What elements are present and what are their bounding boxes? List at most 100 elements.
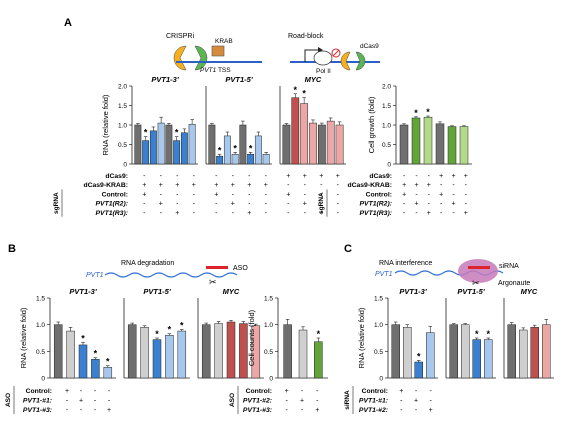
group-title: PVT1-5' xyxy=(143,287,170,296)
condition-mark: + xyxy=(414,201,418,208)
condition-mark: + xyxy=(429,407,433,414)
condition-row-label: PVT1(R3): xyxy=(360,210,392,217)
condition-mark: + xyxy=(107,407,111,414)
bar xyxy=(335,124,344,165)
condition-mark: - xyxy=(465,201,468,208)
significance-star: * xyxy=(175,128,179,138)
tss-suffix: TSS xyxy=(216,67,231,74)
condition-mark: - xyxy=(248,191,251,198)
condition-mark: + xyxy=(414,398,418,405)
condition-mark: + xyxy=(319,173,323,180)
condition-mark: - xyxy=(304,210,307,217)
dcas9-right-lobe xyxy=(355,51,366,71)
condition-mark: - xyxy=(265,201,268,208)
condition-mark: + xyxy=(286,173,290,180)
group-title: PVT1-5' xyxy=(457,287,484,296)
bar xyxy=(291,97,300,165)
condition-mark: - xyxy=(415,173,418,180)
condition-mark: - xyxy=(176,201,179,208)
condition-mark: - xyxy=(232,210,235,217)
condition-mark: - xyxy=(143,173,146,180)
condition-mark: - xyxy=(94,398,97,405)
bar xyxy=(314,341,323,379)
condition-mark: + xyxy=(439,191,443,198)
condition-mark: - xyxy=(320,201,323,208)
bar xyxy=(231,154,239,165)
y-axis-label: Cell counts (fold) xyxy=(247,309,256,366)
condition-mark: - xyxy=(337,191,340,198)
scissors-icon: ✂ xyxy=(209,277,217,287)
bar xyxy=(239,124,247,165)
y-tick-label: 1.0 xyxy=(36,322,45,329)
significance-star: * xyxy=(168,325,172,335)
condition-group-label: siRNA xyxy=(344,390,351,410)
y-tick-label: 0 xyxy=(387,162,391,169)
bar xyxy=(157,122,165,165)
condition-mark: - xyxy=(429,398,432,405)
dcas9-label: dCas9 xyxy=(360,43,379,50)
condition-row-label: dCas9-KRAB: xyxy=(347,182,392,189)
condition-mark: - xyxy=(160,173,163,180)
condition-mark: + xyxy=(464,173,468,180)
condition-mark: - xyxy=(143,210,146,217)
condition-table-a: dCas9: - - - - - - - - + + + + dCas9-KRAB: + + + + + + + + - - -… xyxy=(53,173,340,217)
condition-mark: + xyxy=(319,210,323,217)
condition-mark: - xyxy=(193,201,196,208)
condition-mark: + xyxy=(303,173,307,180)
condition-mark: - xyxy=(80,388,83,395)
aso-bar xyxy=(206,266,228,269)
condition-mark: + xyxy=(159,182,163,189)
condition-mark: - xyxy=(160,191,163,198)
y-axis-label: RNA (relative fold) xyxy=(101,94,110,155)
condition-mark: - xyxy=(403,173,406,180)
condition-mark: + xyxy=(451,173,455,180)
condition-mark: + xyxy=(247,182,251,189)
condition-group-label: sgRNA xyxy=(53,192,60,214)
condition-mark: - xyxy=(176,191,179,198)
bar xyxy=(165,335,174,379)
condition-row-label: dCas9: xyxy=(105,173,128,180)
condition-mark: - xyxy=(415,388,418,395)
condition-mark: - xyxy=(265,210,268,217)
condition-row-label: PVT1-#1: xyxy=(23,398,52,405)
bar xyxy=(208,124,216,165)
bar xyxy=(254,135,262,165)
y-tick-label: 1.0 xyxy=(382,123,391,130)
condition-mark: - xyxy=(452,182,455,189)
panel-label-c: C xyxy=(344,243,352,255)
condition-table-b: Control: + - - - PVT1-#1: - + - - PVT1-#3: - - - + ASO xyxy=(5,386,111,414)
bar xyxy=(216,155,224,165)
condition-mark: - xyxy=(452,191,455,198)
bar xyxy=(484,339,493,379)
bar xyxy=(530,327,539,379)
significance-star: * xyxy=(475,329,479,339)
group-title: MYC xyxy=(223,287,240,296)
condition-mark: - xyxy=(415,210,418,217)
bar xyxy=(414,361,423,379)
significance-star: * xyxy=(81,333,85,343)
group-title: MYC xyxy=(305,75,322,84)
bar xyxy=(391,324,400,379)
bar xyxy=(177,330,187,379)
significance-star: * xyxy=(426,107,430,117)
bar xyxy=(519,329,528,379)
condition-mark: - xyxy=(337,210,340,217)
condition-mark: - xyxy=(248,173,251,180)
condition-mark: - xyxy=(403,210,406,217)
chart-c-rna: RNA (relative fold) 0 0.5 1.0 1.5 PVT1-3' * PVT… xyxy=(357,287,554,383)
panel-label-b: B xyxy=(8,243,16,255)
bar xyxy=(435,123,445,165)
y-tick-label: 0.5 xyxy=(118,142,127,149)
rna-degradation-title: RNA degradation xyxy=(121,260,174,267)
y-tick-label: 1.0 xyxy=(374,322,383,329)
bar xyxy=(142,140,150,165)
significance-star: * xyxy=(302,89,306,99)
y-tick-label: 0 xyxy=(123,162,127,169)
condition-mark: - xyxy=(415,191,418,198)
bar xyxy=(247,154,255,165)
pvt1-rna-wave-b xyxy=(104,272,238,278)
condition-mark: + xyxy=(65,388,69,395)
condition-mark: - xyxy=(160,210,163,217)
group-title: PVT1-3' xyxy=(69,287,96,296)
